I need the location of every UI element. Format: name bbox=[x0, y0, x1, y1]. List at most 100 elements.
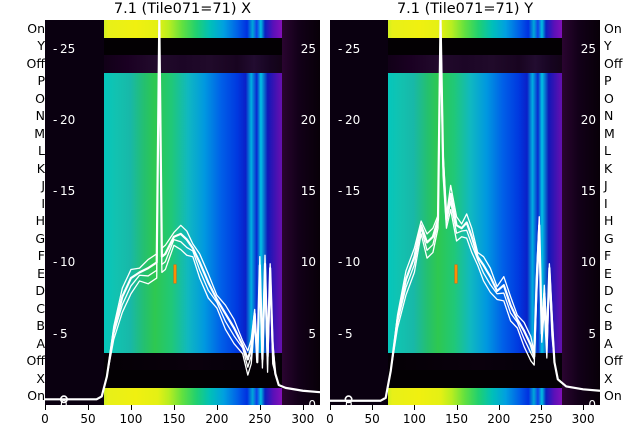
category-label-left-13: F bbox=[37, 248, 45, 264]
zero-marker-icon bbox=[344, 395, 353, 404]
heatmap-row-d-15 bbox=[45, 282, 320, 301]
panel-x-plot-area[interactable]: -25 25 -20 20 -15 15 -10 10 -5 5 -0 0 bbox=[45, 20, 320, 405]
category-label-left-2: Off bbox=[26, 55, 45, 71]
heatmap-row-y-1 bbox=[330, 37, 600, 56]
inner-ytick-left-5: -5 bbox=[53, 326, 68, 341]
heatmap-rows bbox=[45, 20, 320, 405]
heatmap-row-o-4 bbox=[45, 90, 320, 109]
x-tick-label-150: 150 bbox=[445, 412, 469, 426]
x-tick-50 bbox=[87, 405, 89, 410]
category-label-left-6: M bbox=[34, 125, 45, 141]
x-tick-250 bbox=[540, 405, 542, 410]
category-label-left-10: I bbox=[41, 195, 45, 211]
trace-line-3 bbox=[45, 20, 320, 400]
heatmap-row-m-6 bbox=[330, 125, 600, 144]
x-tick-150 bbox=[456, 405, 458, 410]
x-tick-label-50: 50 bbox=[364, 412, 380, 426]
category-label-right-12: G bbox=[604, 230, 614, 246]
inner-ytick-left-15: -15 bbox=[53, 184, 76, 199]
heatmap-row-x-20 bbox=[330, 370, 600, 389]
category-label-left-7: L bbox=[38, 143, 45, 159]
x-tick-label-250: 250 bbox=[529, 412, 553, 426]
heatmap-row-x-20 bbox=[45, 370, 320, 389]
category-label-right-13: F bbox=[604, 248, 612, 264]
panel-y-title: 7.1 (Tile071=71) Y bbox=[396, 1, 534, 17]
category-label-left-18: A bbox=[36, 335, 45, 351]
inner-ytick-right-10: 10 bbox=[300, 255, 316, 270]
heatmap-right-margin bbox=[281, 20, 320, 405]
x-tick-label-250: 250 bbox=[248, 412, 272, 426]
category-label-right-0: On bbox=[604, 20, 622, 36]
heatmap-row-i-10 bbox=[45, 195, 320, 214]
inner-ytick-right-20: 20 bbox=[300, 112, 316, 127]
category-label-right-5: N bbox=[604, 108, 614, 124]
x-tick-label-300: 300 bbox=[291, 412, 315, 426]
x-tick-label-200: 200 bbox=[487, 412, 511, 426]
panel-y-plot-area[interactable]: -25 25-20 20-15 15-10 10-5 5-0 0 bbox=[330, 20, 600, 405]
overlay-traces bbox=[45, 20, 320, 404]
heatmap-row-f-13 bbox=[330, 247, 600, 266]
category-axis-right: On Y Off P O N M L K J I H G F E D C B A Off X On bbox=[604, 20, 640, 405]
category-label-left-21: On bbox=[27, 388, 45, 404]
heatmap-rows bbox=[330, 20, 600, 405]
category-label-right-8: K bbox=[604, 160, 613, 176]
x-tick-250 bbox=[259, 405, 261, 410]
trace-line-4 bbox=[330, 35, 600, 402]
x-tick-200 bbox=[216, 405, 218, 410]
heatmap-row-l-7 bbox=[330, 142, 600, 161]
x-tick-label-0: 0 bbox=[41, 412, 49, 426]
category-label-right-15: D bbox=[604, 283, 614, 299]
category-label-right-3: P bbox=[604, 73, 612, 89]
x-tick-150 bbox=[173, 405, 175, 410]
inner-ytick-right-10: 10 bbox=[580, 255, 596, 270]
category-label-left-4: O bbox=[35, 90, 45, 106]
category-label-right-11: H bbox=[604, 213, 614, 229]
category-label-left-12: G bbox=[35, 230, 45, 246]
x-tick-0 bbox=[330, 405, 331, 410]
x-tick-label-200: 200 bbox=[205, 412, 229, 426]
x-tick-label-150: 150 bbox=[162, 412, 186, 426]
category-label-right-6: M bbox=[604, 125, 615, 141]
inner-ytick-right-5: 5 bbox=[308, 326, 316, 341]
category-label-left-3: P bbox=[37, 73, 45, 89]
inner-ytick-left-10: -10 bbox=[338, 255, 361, 270]
category-label-left-8: K bbox=[36, 160, 45, 176]
inner-ytick-right-0: 0 bbox=[588, 398, 596, 405]
trace-line-4 bbox=[45, 27, 320, 400]
category-label-right-2: Off bbox=[604, 55, 623, 71]
heatmap-left-margin bbox=[45, 20, 105, 405]
heatmap-row-e-14 bbox=[45, 265, 320, 284]
panel-x: 7.1 (Tile071=71) X -25 25-20 20-15 15-10 10-… bbox=[45, 1, 320, 405]
trace-line-1 bbox=[45, 20, 320, 401]
highlight-marker-0 bbox=[454, 265, 457, 283]
category-label-left-11: H bbox=[35, 213, 45, 229]
heatmap-row-on-21 bbox=[45, 387, 320, 405]
x-tick-100 bbox=[414, 405, 416, 410]
heatmap-row-l-7 bbox=[45, 142, 320, 161]
category-label-right-17: B bbox=[604, 318, 613, 334]
highlight-marker-0 bbox=[173, 265, 176, 283]
panel-y: 7.1 (Tile071=71) Y -25 25 -20 20 -15 15 -10 10 -… bbox=[330, 1, 600, 405]
x-tick-label-100: 100 bbox=[119, 412, 143, 426]
x-tick-50 bbox=[372, 405, 374, 410]
heatmap-row-o-4 bbox=[330, 90, 600, 109]
trace-line-2 bbox=[330, 27, 600, 402]
category-label-right-21: On bbox=[604, 388, 622, 404]
heatmap-row-h-11 bbox=[330, 212, 600, 231]
heatmap-row-j-9 bbox=[330, 177, 600, 196]
x-axis-panel-x: 0 50 100 150 200 250 300 bbox=[41, 405, 320, 437]
heatmap-row-f-13 bbox=[45, 247, 320, 266]
inner-ytick-right-25: 25 bbox=[580, 41, 596, 56]
category-label-right-18: A bbox=[604, 335, 613, 351]
inner-ytick-left-25: -25 bbox=[53, 41, 76, 56]
heatmap-row-e-14 bbox=[330, 265, 600, 284]
heatmap-row-p-3 bbox=[45, 72, 320, 91]
category-label-right-10: I bbox=[604, 195, 608, 211]
category-label-right-16: C bbox=[604, 300, 613, 316]
inner-ytick-right-25: 25 bbox=[300, 41, 316, 56]
heatmap-row-y-1 bbox=[45, 37, 320, 56]
inner-ytick-left-15: -15 bbox=[338, 184, 361, 199]
inner-ytick-left-5: -5 bbox=[338, 326, 353, 341]
category-label-right-1: Y bbox=[604, 38, 612, 54]
